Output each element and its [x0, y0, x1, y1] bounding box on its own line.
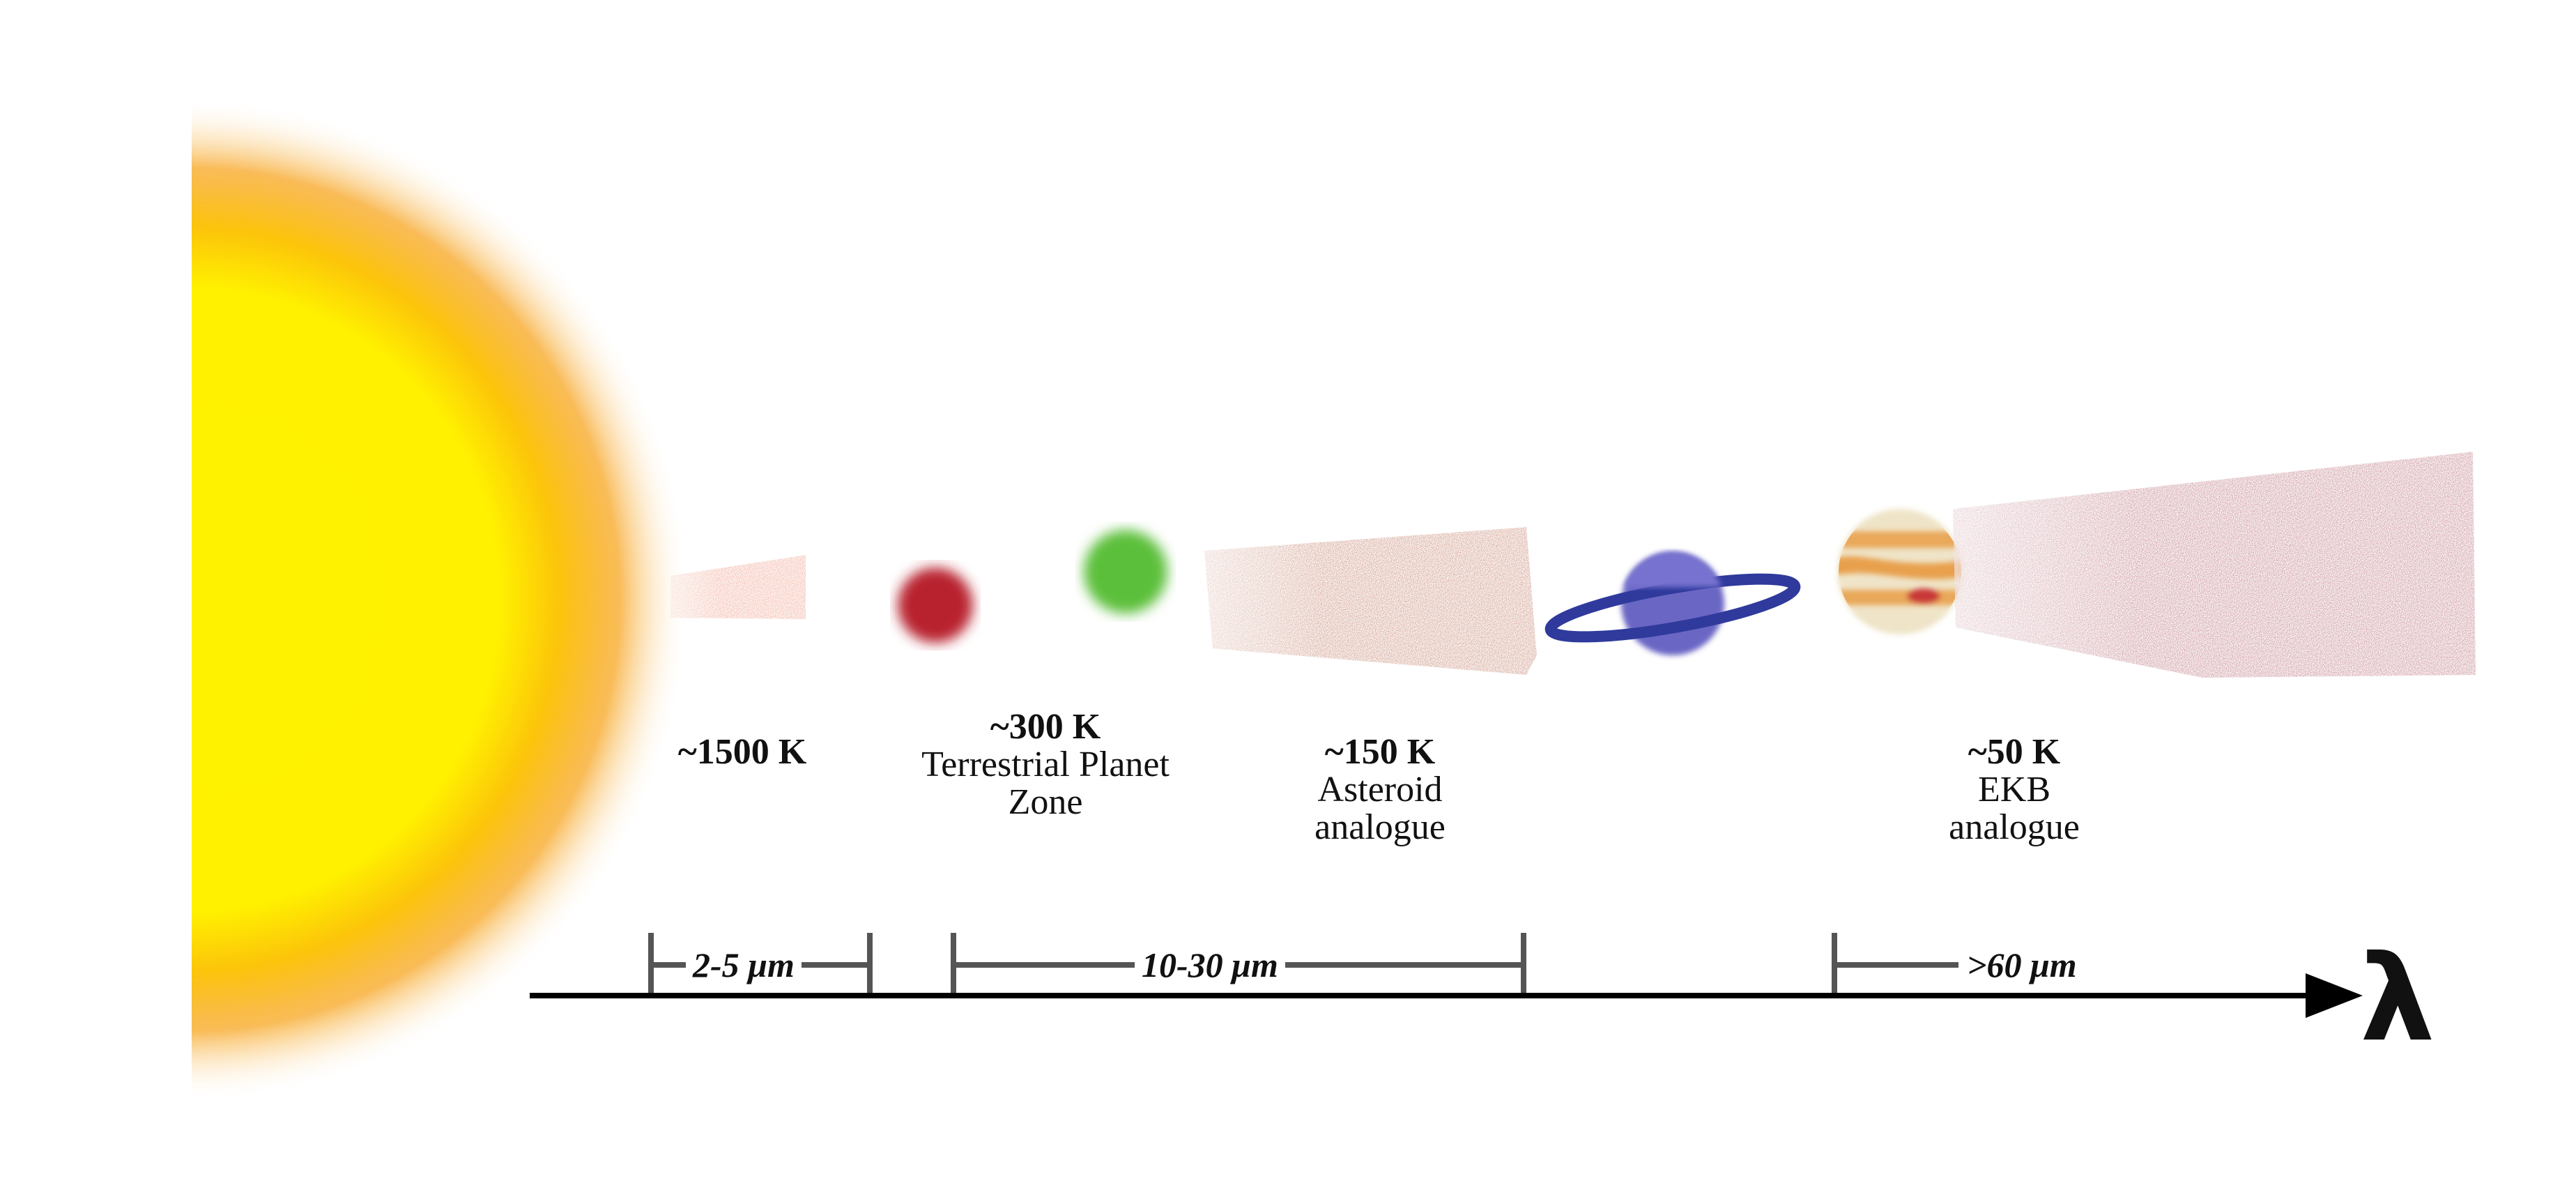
wavelength-axis	[530, 973, 2363, 1018]
star	[192, 98, 680, 1102]
hot-dust-wedge	[670, 555, 806, 619]
green-planet	[1084, 530, 1167, 614]
zone-label-1500k: ~1500 K	[627, 733, 857, 771]
zone-label-50k: ~50 K EKB analogue	[1889, 733, 2140, 846]
zone-label-300k: ~300 K Terrestrial Planet Zone	[864, 708, 1227, 821]
saturn	[1544, 551, 1801, 655]
zone-temperature: ~50 K	[1968, 732, 2061, 772]
jupiter	[1837, 509, 1963, 634]
zone-description: EKB analogue	[1949, 770, 2080, 847]
zone-temperature: ~1500 K	[677, 732, 807, 772]
zone-label-150k: ~150 K Asteroid analogue	[1248, 733, 1512, 846]
asteroid-belt	[1204, 527, 1537, 675]
zone-description: Asteroid analogue	[1314, 770, 1446, 847]
lambda-symbol: λ	[2360, 930, 2435, 1068]
zone-temperature: ~300 K	[990, 707, 1101, 747]
range-label-60: >60 μm	[1960, 945, 2084, 984]
zone-description: Terrestrial Planet Zone	[921, 745, 1170, 822]
ekb-belt	[1953, 452, 2476, 678]
range-label-10-30: 10-30 μm	[1135, 945, 1285, 984]
zone-temperature: ~150 K	[1324, 732, 1436, 772]
range-label-2-5: 2-5 μm	[686, 945, 802, 984]
range-bracket-60	[1832, 933, 1958, 997]
red-planet	[898, 568, 973, 643]
